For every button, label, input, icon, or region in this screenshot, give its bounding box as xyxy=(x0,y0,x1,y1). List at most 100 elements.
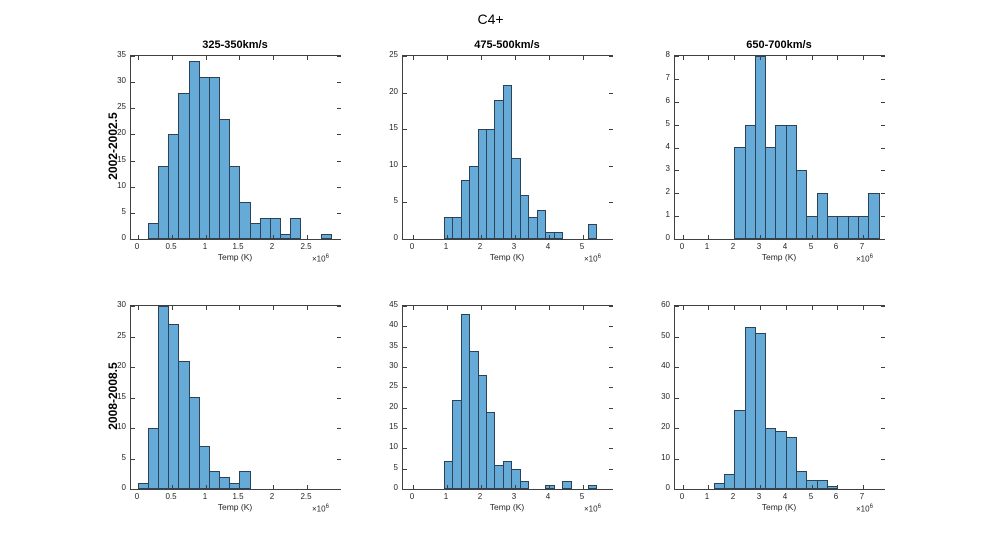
y-tick xyxy=(131,398,135,399)
x-tick-top xyxy=(273,56,274,60)
y-tick-label: 2 xyxy=(665,187,670,196)
x-tick-label: 0.5 xyxy=(165,492,177,501)
y-tick xyxy=(131,134,135,135)
y-tick xyxy=(131,306,135,307)
x-tick-top xyxy=(760,56,761,60)
y-tick-right xyxy=(337,134,341,135)
x-tick-top xyxy=(138,306,139,310)
x-tick-label: 2 xyxy=(730,492,736,501)
histogram-bar xyxy=(270,218,281,239)
x-tick-label: 2 xyxy=(477,242,483,251)
y-tick xyxy=(675,367,679,368)
x-tick-label: 4 xyxy=(782,242,788,251)
row-label-2002: 2002-2002.5 xyxy=(106,112,120,180)
y-tick-label: 5 xyxy=(393,463,398,472)
plot-area xyxy=(402,305,613,490)
x-tick-top xyxy=(413,306,414,310)
y-tick xyxy=(675,148,679,149)
x-tick-top xyxy=(447,56,448,60)
y-tick-right xyxy=(881,337,885,338)
x-tick xyxy=(515,485,516,489)
axis-scale-base: ×10 xyxy=(584,254,598,264)
y-tick-label: 10 xyxy=(117,422,126,431)
axis-scale-label: ×106 xyxy=(584,504,601,514)
histogram-bar xyxy=(189,397,200,489)
y-tick-label: 4 xyxy=(665,142,670,151)
y-tick xyxy=(131,428,135,429)
x-tick xyxy=(481,485,482,489)
y-tick-right xyxy=(337,306,341,307)
y-tick xyxy=(131,367,135,368)
axis-scale-base: ×10 xyxy=(312,504,326,514)
y-tick xyxy=(131,213,135,214)
y-tick-label: 25 xyxy=(117,331,126,340)
x-tick-top xyxy=(812,306,813,310)
x-tick xyxy=(206,235,207,239)
y-tick xyxy=(403,428,407,429)
y-tick xyxy=(131,459,135,460)
y-tick-right xyxy=(881,459,885,460)
x-tick-top xyxy=(515,56,516,60)
x-tick-label: 7 xyxy=(859,242,865,251)
y-tick-right xyxy=(609,93,613,94)
x-tick-label: 2 xyxy=(269,492,275,501)
y-tick xyxy=(403,56,407,57)
y-tick xyxy=(403,448,407,449)
y-tick-label: 25 xyxy=(117,102,126,111)
y-tick xyxy=(675,170,679,171)
y-tick-right xyxy=(337,337,341,338)
histogram-bar xyxy=(817,480,828,489)
y-tick-label: 5 xyxy=(121,453,126,462)
histogram-panel-1: 475-500km/s 0 1 2 3 4 5 0 5 10 15 20 25 Temp (K) ×106 xyxy=(389,39,613,264)
histogram-panel-0: 325-350km/s 0 0.5 1 1.5 2 2.5 0 5 10 15 20 25 30 35 Tem… xyxy=(117,39,341,264)
y-tick-right xyxy=(337,428,341,429)
x-tick-label: 4 xyxy=(545,492,551,501)
x-tick-label: 4 xyxy=(782,492,788,501)
y-tick-label: 1 xyxy=(665,210,670,219)
y-tick-right xyxy=(609,129,613,130)
y-tick-right xyxy=(337,398,341,399)
y-tick-right xyxy=(337,187,341,188)
y-tick xyxy=(131,56,135,57)
histogram-panel-3: 0 0.5 1 1.5 2 2.5 0 5 10 15 20 25 30 Temp (K) ×106 xyxy=(117,300,341,514)
figure-title: C4+ xyxy=(477,11,504,27)
y-tick-label: 0 xyxy=(121,483,126,492)
x-tick-label: 3 xyxy=(756,242,762,251)
x-tick-label: 0 xyxy=(409,492,415,501)
x-tick xyxy=(786,485,787,489)
x-tick xyxy=(239,485,240,489)
x-tick xyxy=(812,485,813,489)
y-tick-label: 35 xyxy=(389,341,398,350)
y-tick xyxy=(131,161,135,162)
y-tick-label: 20 xyxy=(661,422,670,431)
x-axis-label: Temp (K) xyxy=(761,502,797,512)
y-tick xyxy=(675,428,679,429)
subplot-title: 475-500km/s xyxy=(474,39,540,51)
y-tick-label: 8 xyxy=(665,50,670,59)
x-tick-label: 5 xyxy=(808,242,814,251)
histogram-bar xyxy=(588,224,597,239)
axis-scale-exponent: 6 xyxy=(597,504,601,510)
x-tick xyxy=(549,235,550,239)
y-tick-label: 30 xyxy=(117,76,126,85)
y-tick-right xyxy=(881,193,885,194)
x-tick-label: 1 xyxy=(202,242,208,251)
x-tick-top xyxy=(683,56,684,60)
y-tick-right xyxy=(881,125,885,126)
y-tick xyxy=(675,459,679,460)
y-tick-right xyxy=(609,387,613,388)
x-tick-label: 2 xyxy=(477,492,483,501)
y-tick-label: 0 xyxy=(393,233,398,242)
axis-scale-base: ×10 xyxy=(856,504,870,514)
x-tick-top xyxy=(583,56,584,60)
x-tick xyxy=(273,485,274,489)
x-tick xyxy=(206,485,207,489)
x-tick xyxy=(172,485,173,489)
x-tick-label: 0 xyxy=(134,492,140,501)
y-tick-label: 30 xyxy=(117,300,126,309)
axis-scale-exponent: 6 xyxy=(869,254,873,260)
y-tick-right xyxy=(881,398,885,399)
x-tick-label: 2 xyxy=(730,242,736,251)
x-tick-label: 5 xyxy=(579,492,585,501)
